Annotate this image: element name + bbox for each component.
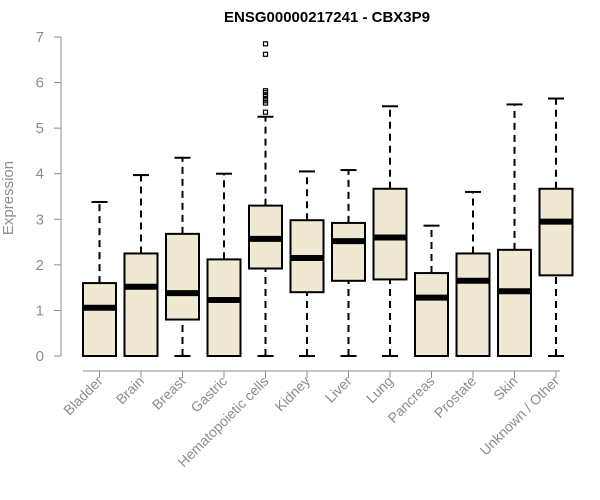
x-tick-label: Skin xyxy=(490,373,521,404)
x-tick-label: Lung xyxy=(363,373,396,406)
x-tick-label: Brain xyxy=(113,373,147,407)
y-tick-label: 6 xyxy=(36,75,44,92)
box-0 xyxy=(82,200,117,358)
chart-title: ENSG00000217241 - CBX3P9 xyxy=(224,9,430,26)
x-tick-label: Bladder xyxy=(60,373,106,419)
box-1 xyxy=(123,174,159,357)
iqr-box xyxy=(331,221,366,282)
x-tick-label: Kidney xyxy=(272,373,314,415)
x-tick-label: Liver xyxy=(322,373,355,406)
iqr-box xyxy=(455,252,491,357)
box-4 xyxy=(248,41,283,357)
box-9 xyxy=(455,190,491,357)
iqr-box xyxy=(538,187,574,277)
y-axis-label: Expression xyxy=(0,161,17,235)
outlier-point xyxy=(262,88,269,94)
y-tick-label: 4 xyxy=(36,166,44,183)
outlier-point xyxy=(262,41,269,47)
boxes xyxy=(82,41,574,358)
iqr-box xyxy=(123,252,159,357)
y-tick-label: 0 xyxy=(36,348,44,365)
iqr-box xyxy=(497,248,532,357)
y-ticks: 0 1 2 3 4 5 6 7 xyxy=(36,29,61,365)
box-7 xyxy=(372,105,408,357)
outlier-point xyxy=(262,95,269,102)
outlier-point xyxy=(262,51,269,57)
y-tick-label: 1 xyxy=(36,302,44,319)
box-5 xyxy=(289,170,325,357)
box-10 xyxy=(497,103,532,357)
box-3 xyxy=(206,172,242,358)
iqr-box xyxy=(165,232,200,321)
box-8 xyxy=(414,224,449,357)
iqr-box xyxy=(206,258,242,358)
outlier-point xyxy=(262,109,269,115)
box-11 xyxy=(538,97,574,357)
x-tick-label: Breast xyxy=(149,373,189,413)
iqr-box xyxy=(372,187,408,281)
y-tick-label: 3 xyxy=(36,211,44,228)
y-tick-label: 5 xyxy=(36,120,44,137)
box-2 xyxy=(165,156,200,357)
iqr-box xyxy=(82,282,117,358)
x-tick-label: Unknown / Other xyxy=(477,373,563,459)
box-6 xyxy=(331,169,366,357)
outlier-point xyxy=(262,92,269,98)
iqr-box xyxy=(414,272,449,357)
y-tick-label: 7 xyxy=(36,29,44,46)
y-tick-label: 2 xyxy=(36,257,44,274)
x-tick-label: Prostate xyxy=(431,373,479,421)
